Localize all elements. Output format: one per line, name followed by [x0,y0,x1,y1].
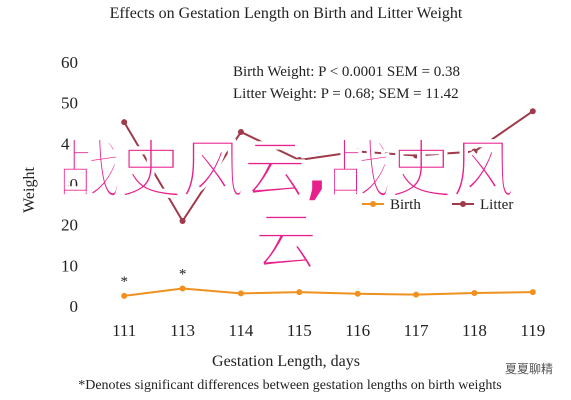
chart-title: Effects on Gestation Length on Birth and… [110,5,463,22]
footnote: *Denotes significant differences between… [78,378,502,393]
legend-label: Birth [390,197,421,213]
y-tick-label: 60 [61,53,78,72]
legend-marker [370,201,376,207]
y-tick-label: 50 [61,94,78,113]
point [179,218,186,225]
x-tick-label: 114 [229,321,254,340]
point [179,285,186,292]
point [121,119,128,126]
point [413,152,420,159]
x-tick-label: 117 [404,321,429,340]
point [237,128,244,135]
point [121,292,128,299]
y-tick-label: 0 [70,297,79,316]
y-tick-label: 40 [61,134,78,153]
point [529,108,536,115]
annotation: Birth Weight: P < 0.0001 SEM = 0.38 [233,64,460,80]
x-tick-label: 111 [112,321,136,340]
x-axis-label: Gestation Length, days [212,353,360,370]
overlay-text: 战史风云,战史风云 [56,134,516,280]
x-tick-label: 113 [170,321,195,340]
watermark: 夏夏聊精 [504,362,553,376]
x-tick-label: 119 [520,321,545,340]
point [296,157,303,164]
y-tick-label: 10 [61,256,78,275]
point [296,289,303,296]
annotation: Litter Weight: P = 0.68; SEM = 11.42 [233,86,459,102]
y-tick-label: 30 [61,175,78,194]
point [413,291,420,298]
point [471,148,478,155]
significance-mark: * [179,267,187,283]
legend-marker [460,201,466,207]
legend-label: Litter [480,197,513,213]
point [237,290,244,297]
y-tick-label: 20 [61,216,78,235]
point [354,290,361,297]
point [471,289,478,296]
series-line [124,287,533,297]
significance-mark: * [120,274,128,290]
x-tick-label: 116 [345,321,370,340]
x-tick-label: 115 [287,321,312,340]
point [529,289,536,296]
x-tick-label: 118 [462,321,487,340]
series-line [123,110,534,223]
y-axis-label: Weight [21,167,38,213]
point [354,148,361,155]
